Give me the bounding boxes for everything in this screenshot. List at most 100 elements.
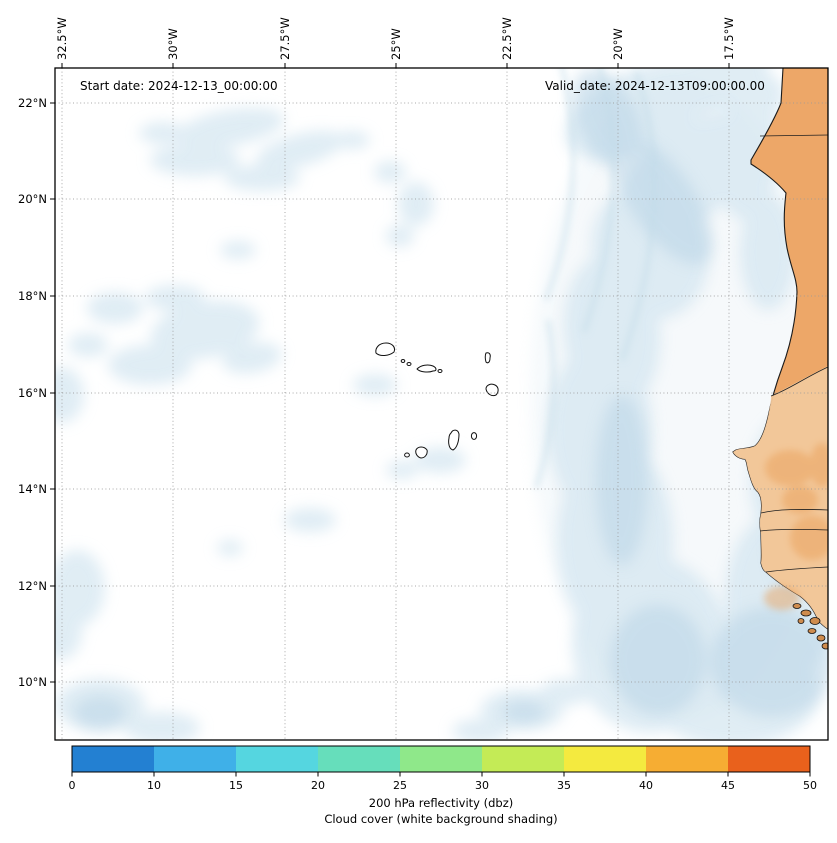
island [792, 603, 802, 609]
cloud-patch [124, 712, 200, 740]
senegal-lighter-region [733, 366, 828, 629]
y-tick-label: 22°N [18, 96, 47, 110]
cloud-patch [108, 345, 192, 385]
colorbar-segment [72, 746, 154, 772]
colorbar-segment [646, 746, 728, 772]
colorbar-tick-label: 30 [475, 779, 489, 792]
colorbar-tick-marks [71, 772, 811, 777]
x-tick-label: 25°W [389, 28, 403, 60]
cloud-patch [217, 540, 243, 556]
x-tick-label: 27.5°W [278, 17, 292, 60]
start-date-annotation: Start date: 2024-12-13_00:00:00 [80, 79, 278, 93]
map-frame [54, 67, 829, 741]
island [807, 628, 817, 634]
deep-cloud-patch [74, 696, 126, 728]
colorbar-tick-label: 20 [311, 779, 325, 792]
island [800, 609, 812, 617]
y-tick-label: 16°N [18, 386, 47, 400]
cloud-patch [386, 225, 414, 247]
colorbar-tick-label: 50 [803, 779, 817, 792]
striation-arc [619, 71, 657, 361]
island [797, 618, 805, 624]
island [816, 634, 826, 642]
cloud-patch [68, 333, 108, 357]
bijagos-islands [792, 603, 828, 650]
y-tick-label: 12°N [18, 579, 47, 593]
colorbar-label-line1: 200 hPa reflectivity (dbz) [369, 796, 514, 810]
cloud-patch [256, 130, 344, 170]
cloud-patch [353, 374, 397, 396]
cloud-patch [175, 107, 285, 149]
country-borders [759, 134, 828, 573]
cloud-patch [334, 131, 370, 149]
land-mottle-patch [790, 516, 828, 560]
border-gambia-north [760, 509, 828, 514]
colorbar-segment [482, 746, 564, 772]
border-gambia-south [759, 528, 828, 532]
colorbar: 0 10 15 20 25 30 35 40 45 50 200 hPa ref… [69, 745, 818, 826]
colorbar-tick-label: 0 [69, 779, 76, 792]
axis-tick-marks [50, 63, 730, 683]
island-fogo [415, 446, 428, 459]
striation-arc [533, 319, 557, 489]
colorbar-tick-labels: 0 10 15 20 25 30 35 40 45 50 [69, 779, 818, 792]
cloud-patch [87, 292, 143, 324]
colorbar-segment [564, 746, 646, 772]
cloud-patch [374, 161, 406, 183]
land-mottling [764, 443, 828, 610]
colorbar-frame [71, 745, 811, 773]
x-tick-label: 30°W [166, 28, 180, 60]
y-axis-tick-labels: 22°N 20°N 18°N 16°N 14°N 12°N 10°N [18, 96, 47, 689]
y-tick-label: 18°N [18, 289, 47, 303]
x-tick-label: 20°W [611, 28, 625, 60]
island-brava [404, 452, 410, 458]
colorbar-tick-label: 25 [393, 779, 407, 792]
colorbar-tick-label: 40 [639, 779, 653, 792]
cloud-patch [715, 84, 781, 220]
cloud-patch [55, 604, 82, 660]
island-raso [437, 369, 443, 373]
colorbar-segment [400, 746, 482, 772]
colorbar-tick-label: 10 [147, 779, 161, 792]
land-mottle-patch [764, 586, 800, 610]
deep-cloud-patch [610, 605, 706, 715]
x-axis-tick-labels: 32.5°W 30°W 27.5°W 25°W 22.5°W 20°W 17.5… [55, 17, 736, 60]
colorbar-segment [318, 746, 400, 772]
cloud-patch [452, 719, 508, 740]
grid-layer [55, 68, 828, 740]
y-tick-label: 20°N [18, 192, 47, 206]
island-santa-luzia [406, 362, 412, 366]
island-maio [470, 432, 478, 440]
border-senegal-river [770, 366, 828, 397]
island [809, 617, 821, 625]
island-sao-nicolau [416, 364, 437, 373]
island-santo-antao [375, 342, 395, 356]
island-sao-vicente [400, 359, 406, 363]
colorbar-tick-label: 45 [721, 779, 735, 792]
colorbar-segment [728, 746, 810, 772]
cloud-patch [284, 508, 336, 532]
cloud-patch [55, 367, 84, 423]
island-sal [484, 352, 491, 364]
land-mottle-patch [782, 486, 818, 514]
deep-cloud-patch [611, 135, 713, 265]
land-mottle-patch [810, 443, 828, 487]
colorbar-tick-label: 35 [557, 779, 571, 792]
striation-arc [581, 68, 617, 333]
cloud-patch [150, 300, 260, 360]
cloud-striations [533, 68, 657, 489]
cloud-patch [222, 342, 282, 374]
colorbar-segment [236, 746, 318, 772]
x-tick-label: 17.5°W [722, 17, 736, 60]
cloud-patch [220, 241, 256, 259]
valid-date-annotation: Valid_date: 2024-12-13T09:00:00.00 [545, 79, 765, 93]
x-tick-label: 32.5°W [55, 17, 69, 60]
deep-cloud-patch [502, 701, 546, 723]
cloud-patch [139, 122, 187, 144]
border-senegal-guinea-bissau [765, 566, 828, 573]
colorbar-segment [154, 746, 236, 772]
cloud-patch [740, 194, 796, 310]
cloud-patch [398, 182, 434, 226]
